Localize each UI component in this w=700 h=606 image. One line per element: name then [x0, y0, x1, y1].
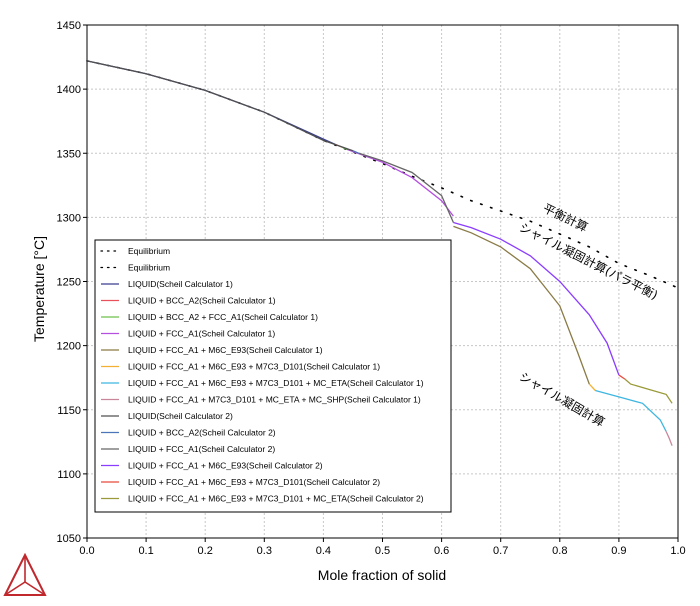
- y-tick-label: 1150: [57, 405, 81, 417]
- y-tick-label: 1200: [57, 341, 81, 353]
- x-tick-label: 0.7: [493, 545, 508, 557]
- series-line: [358, 152, 454, 223]
- series-line: [595, 389, 667, 432]
- legend-label: LIQUID(Scheil Calculator 2): [128, 411, 233, 421]
- series-line: [352, 150, 360, 154]
- series-line: [588, 383, 596, 391]
- x-tick-label: 0.3: [257, 545, 272, 557]
- series-line: [86, 60, 336, 145]
- x-axis-title: Mole fraction of solid: [318, 567, 446, 583]
- series-line: [86, 60, 679, 289]
- legend-label: LIQUID + FCC_A1 + M6C_E93 + M7C3_D101(Sc…: [128, 477, 380, 487]
- y-tick-label: 1350: [57, 148, 81, 160]
- legend-label: LIQUID + BCC_A2(Scheil Calculator 2): [128, 428, 276, 438]
- legend-label: LIQUID + BCC_A2(Scheil Calculator 1): [128, 296, 276, 306]
- legend-label: Equilibrium: [128, 246, 170, 256]
- legend-label: LIQUID + FCC_A1 + M6C_E93 + M7C3_D101 + …: [128, 378, 424, 388]
- series-line: [453, 221, 620, 376]
- x-tick-label: 0.5: [375, 545, 390, 557]
- series-line: [624, 378, 673, 404]
- x-tick-label: 0.9: [611, 545, 626, 557]
- x-tick-labels: 0.0 0.1 0.2 0.3 0.4 0.5 0.6 0.7 0.8 0.9 1.0: [79, 538, 686, 557]
- x-tick-label: 1.0: [670, 545, 685, 557]
- x-tick-label: 0.8: [552, 545, 567, 557]
- legend-label: LIQUID + FCC_A1 + M6C_E93(Scheil Calcula…: [128, 345, 323, 355]
- legend-label: LIQUID + FCC_A1(Scheil Calculator 1): [128, 329, 275, 339]
- legend: Equilibrium Equilibrium LIQUID(Scheil Calc…: [94, 239, 452, 513]
- annotation-text: シャイル凝固計算: [517, 369, 608, 430]
- legend-label: LIQUID + FCC_A1 + M6C_E93(Scheil Calcula…: [128, 461, 323, 471]
- legend-label: LIQUID + FCC_A1(Scheil Calculator 2): [128, 444, 275, 454]
- y-tick-label: 1050: [57, 533, 81, 545]
- y-axis-title: Temperature [°C]: [31, 236, 47, 342]
- series-line: [346, 148, 454, 217]
- y-tick-label: 1100: [57, 469, 81, 481]
- thermo-calc-logo-icon: [3, 552, 47, 596]
- x-tick-label: 0.4: [316, 545, 331, 557]
- x-tick-label: 0.0: [79, 545, 94, 557]
- x-tick-label: 0.1: [138, 545, 153, 557]
- legend-label: LIQUID + FCC_A1 + M6C_E93 + M7C3_D101(Sc…: [128, 362, 380, 372]
- y-tick-labels: 1050 1100 1150 1200 1250 1300 1350 1400 1450: [57, 20, 87, 545]
- series-line: [86, 60, 354, 152]
- series-lines: [86, 60, 679, 446]
- legend-label: LIQUID + FCC_A1 + M6C_E93 + M7C3_D101 + …: [128, 494, 424, 504]
- x-tick-label: 0.6: [434, 545, 449, 557]
- series-line: [618, 374, 626, 380]
- y-tick-label: 1450: [57, 20, 81, 32]
- y-tick-label: 1250: [57, 277, 81, 289]
- series-line: [665, 431, 673, 446]
- annotation-text: シャイル凝固計算(パラ平衡): [517, 220, 660, 303]
- y-tick-label: 1400: [57, 84, 81, 96]
- y-tick-label: 1300: [57, 212, 81, 224]
- legend-box: [94, 239, 452, 513]
- legend-label: LIQUID(Scheil Calculator 1): [128, 279, 233, 289]
- legend-label: LIQUID + BCC_A2 + FCC_A1(Scheil Calculat…: [128, 312, 318, 322]
- x-tick-label: 0.2: [198, 545, 213, 557]
- legend-label: LIQUID + FCC_A1 + M7C3_D101 + MC_ETA + M…: [128, 395, 421, 405]
- series-line: [453, 225, 590, 385]
- legend-label: Equilibrium: [128, 263, 170, 273]
